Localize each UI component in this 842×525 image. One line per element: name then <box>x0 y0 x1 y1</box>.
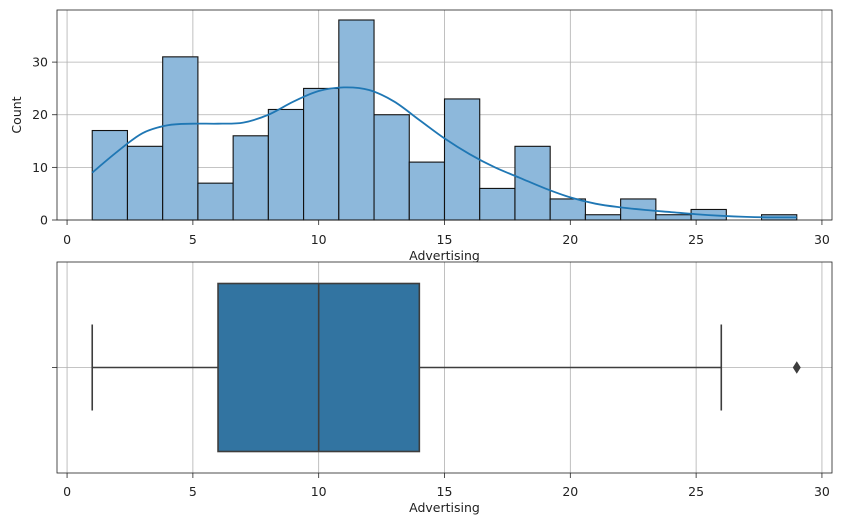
histogram-x-tick-label: 25 <box>688 232 704 247</box>
histogram-bar <box>584 214 622 221</box>
histogram-y-axis-label: Count <box>9 96 24 133</box>
histogram-bar <box>549 198 586 221</box>
histogram-bar <box>408 161 446 221</box>
boxplot-x-tick-label: 25 <box>688 484 704 499</box>
histogram-x-tick-label: 30 <box>814 232 830 247</box>
histogram-bar <box>197 182 234 221</box>
boxplot-panel: 0 5 10 15 20 25 30 Advertising <box>52 261 833 515</box>
boxplot-x-tick-label: 15 <box>437 484 453 499</box>
histogram-bar <box>267 108 305 221</box>
histogram-bar <box>162 56 199 221</box>
histogram-bar <box>91 129 129 221</box>
histogram-bar <box>303 87 340 221</box>
histogram-bar <box>373 114 410 221</box>
histogram-bars <box>91 19 798 221</box>
histogram-y-tick-label: 10 <box>32 160 48 175</box>
boxplot-x-tick-label: 0 <box>63 484 71 499</box>
histogram-x-tick-label: 20 <box>562 232 578 247</box>
histogram-bar <box>479 187 516 221</box>
boxplot-x-axis-label: Advertising <box>409 500 480 515</box>
boxplot-x-ticks: 0 5 10 15 20 25 30 <box>63 473 830 499</box>
histogram-bar <box>232 135 269 221</box>
boxplot-x-tick-label: 30 <box>814 484 830 499</box>
histogram-y-tick-label: 30 <box>32 55 48 70</box>
histogram-y-tick-label: 0 <box>40 213 48 228</box>
histogram-x-ticks: 0 5 10 15 20 25 30 <box>63 220 830 247</box>
histogram-y-ticks: 0 10 20 30 <box>32 55 57 228</box>
histogram-bar <box>126 145 164 221</box>
kde-curve <box>91 86 797 219</box>
histogram-y-tick-label: 20 <box>32 107 48 122</box>
histogram-bar <box>338 19 375 221</box>
boxplot-x-tick-label: 5 <box>189 484 197 499</box>
histogram-bar <box>655 214 692 221</box>
histogram-x-tick-label: 0 <box>63 232 71 247</box>
histogram-bar <box>443 98 481 221</box>
histogram-x-axis-label: Advertising <box>409 248 480 263</box>
histogram-x-tick-label: 5 <box>189 232 197 247</box>
outlier-point <box>792 361 801 374</box>
histogram-x-tick-label: 15 <box>437 232 453 247</box>
histogram-panel: 0 5 10 15 20 25 30 0 10 20 30 Advertising Count <box>9 9 833 263</box>
histogram-x-tick-label: 10 <box>311 232 327 247</box>
boxplot-x-tick-label: 10 <box>311 484 327 499</box>
boxplot-x-tick-label: 20 <box>562 484 578 499</box>
boxplot-marks <box>91 282 801 453</box>
